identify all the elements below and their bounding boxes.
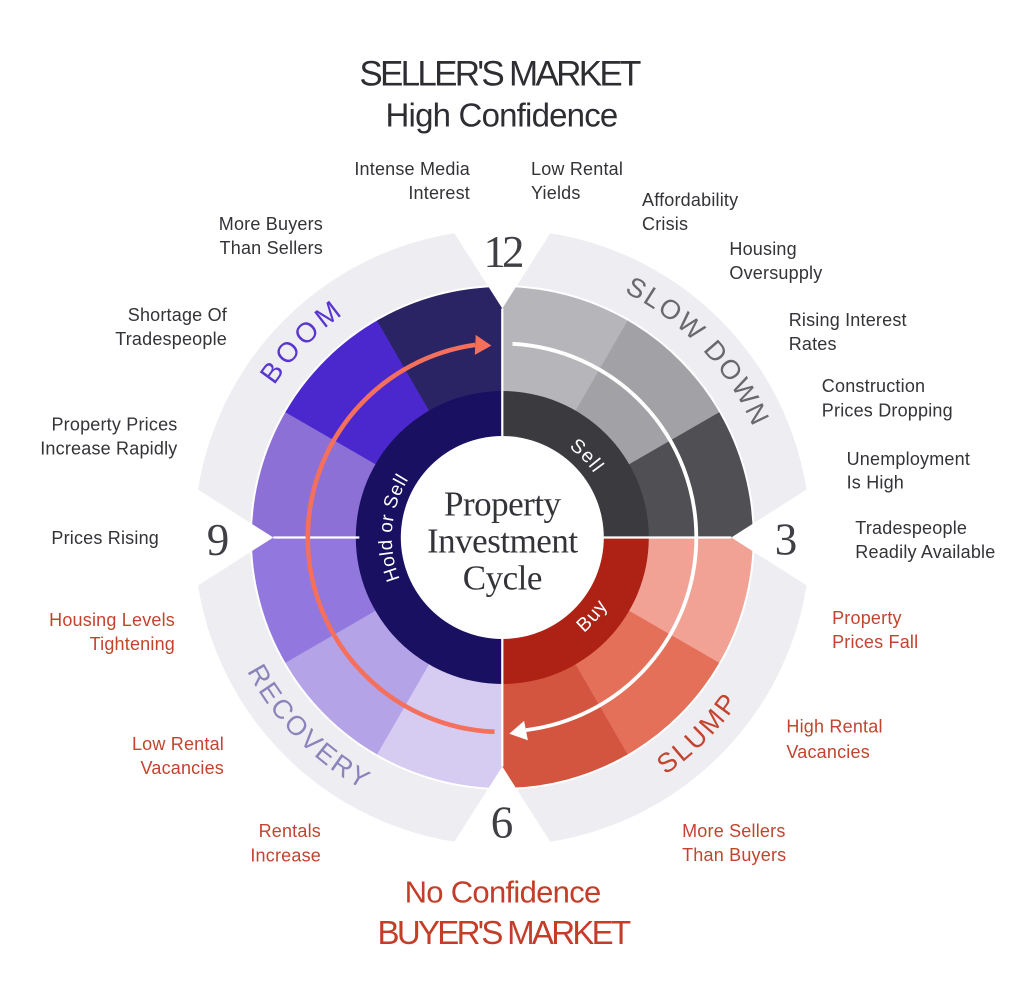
- svg-text:Crisis: Crisis: [642, 214, 688, 234]
- svg-text:Is High: Is High: [847, 473, 904, 493]
- svg-text:Than Buyers: Than Buyers: [682, 845, 786, 865]
- svg-text:Investment: Investment: [427, 522, 578, 561]
- svg-text:Affordability: Affordability: [642, 190, 738, 210]
- svg-text:Housing Levels: Housing Levels: [49, 610, 175, 630]
- svg-text:Increase Rapidly: Increase Rapidly: [40, 439, 177, 459]
- svg-text:12: 12: [484, 227, 524, 277]
- svg-text:Intense Media: Intense Media: [354, 159, 470, 179]
- svg-text:More Sellers: More Sellers: [682, 821, 785, 841]
- svg-text:Vacancies: Vacancies: [786, 742, 870, 762]
- svg-text:Tradespeople: Tradespeople: [115, 329, 227, 349]
- svg-text:Increase: Increase: [250, 846, 321, 866]
- svg-text:Tightening: Tightening: [90, 634, 175, 654]
- svg-text:Tradespeople: Tradespeople: [855, 518, 967, 538]
- svg-text:High Rental: High Rental: [786, 717, 882, 737]
- svg-text:More Buyers: More Buyers: [219, 214, 323, 234]
- svg-text:Low Rental: Low Rental: [531, 159, 623, 179]
- svg-text:Vacancies: Vacancies: [140, 758, 224, 778]
- svg-text:Construction: Construction: [822, 376, 925, 396]
- svg-text:Than Sellers: Than Sellers: [220, 238, 323, 258]
- svg-text:BUYER'S MARKET: BUYER'S MARKET: [378, 914, 631, 951]
- svg-text:Yields: Yields: [531, 183, 581, 203]
- svg-text:6: 6: [491, 798, 514, 848]
- svg-text:Prices Fall: Prices Fall: [832, 632, 918, 652]
- svg-text:SELLER'S MARKET: SELLER'S MARKET: [359, 55, 641, 94]
- svg-text:Shortage Of: Shortage Of: [128, 305, 228, 325]
- svg-text:No Confidence: No Confidence: [405, 875, 601, 910]
- svg-text:Property Prices: Property Prices: [51, 415, 177, 435]
- svg-text:Prices Dropping: Prices Dropping: [822, 401, 953, 421]
- svg-text:Rates: Rates: [789, 334, 837, 354]
- svg-text:Rising Interest: Rising Interest: [789, 310, 907, 330]
- svg-text:Housing: Housing: [729, 239, 796, 259]
- svg-text:Rentals: Rentals: [259, 821, 321, 841]
- svg-text:Readily Available: Readily Available: [855, 542, 995, 562]
- svg-text:Property: Property: [444, 485, 562, 524]
- svg-text:9: 9: [207, 515, 230, 565]
- svg-text:High Confidence: High Confidence: [386, 97, 618, 134]
- svg-text:Oversupply: Oversupply: [729, 263, 822, 283]
- svg-text:Cycle: Cycle: [463, 559, 542, 598]
- svg-text:Property: Property: [832, 608, 902, 628]
- svg-text:Interest: Interest: [408, 183, 470, 203]
- svg-text:Low Rental: Low Rental: [132, 734, 224, 754]
- svg-text:Prices Rising: Prices Rising: [51, 528, 159, 548]
- svg-text:3: 3: [775, 515, 798, 565]
- svg-text:Unemployment: Unemployment: [847, 449, 970, 469]
